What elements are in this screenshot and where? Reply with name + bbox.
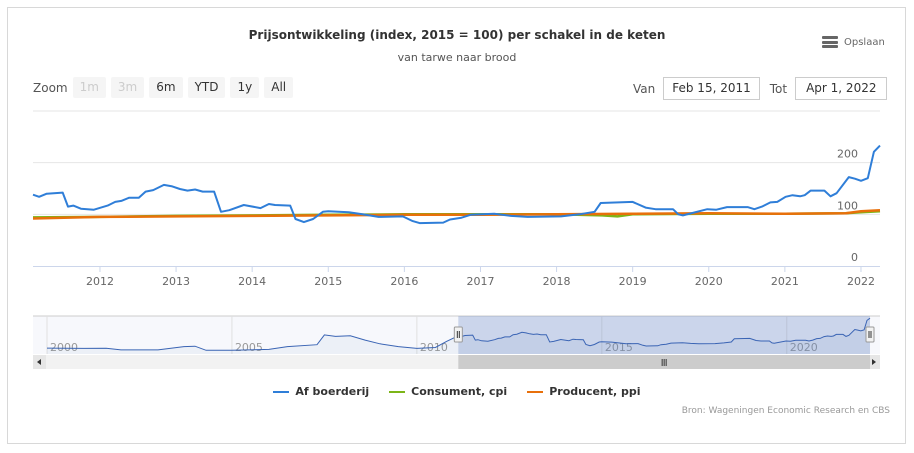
series-af-boerderij-line: [32, 144, 881, 225]
legend-label: Producent, ppi: [549, 385, 641, 398]
navigator-selected-mask: [458, 316, 870, 354]
y-tick-label: 200: [837, 148, 858, 161]
zoom-ytd-button[interactable]: YTD: [187, 77, 226, 98]
to-date-input[interactable]: Apr 1, 2022: [795, 77, 888, 100]
credits[interactable]: Bron: Wageningen Economic Research en CB…: [681, 406, 890, 416]
from-date-input[interactable]: Feb 15, 2011: [663, 77, 760, 100]
x-tick-label: 2022: [847, 275, 875, 288]
navigator-x-label: 2005: [235, 341, 263, 354]
legend-label: Af boerderij: [295, 385, 370, 398]
x-tick-label: 2018: [543, 275, 571, 288]
legend-symbol: [389, 390, 406, 393]
x-tick-label: 2013: [162, 275, 190, 288]
zoom-1m-button[interactable]: 1m: [72, 77, 106, 98]
legend-item-producent[interactable]: Producent, ppi: [527, 385, 641, 398]
chart-subtitle: van tarwe naar brood: [397, 51, 517, 64]
x-tick-label: 2015: [314, 275, 342, 288]
x-tick-label: 2014: [238, 275, 266, 288]
legend-item-consument[interactable]: Consument, cpi: [389, 385, 507, 398]
handle-body: [453, 326, 463, 343]
x-tick-label: 2021: [771, 275, 799, 288]
zoom-1y-button[interactable]: 1y: [230, 77, 260, 98]
navigator-series-line: [46, 317, 871, 351]
legend: Af boerderij Consument, cpi Producent, p…: [0, 385, 914, 398]
navigator-scrollbar[interactable]: [33, 355, 880, 369]
from-label: Van: [633, 81, 656, 96]
legend-symbol: [273, 390, 290, 393]
save-label: Opslaan: [844, 36, 885, 48]
legend-item-af-boerderij[interactable]: Af boerderij: [273, 385, 369, 398]
legend-symbol: [527, 390, 544, 393]
zoom-label: Zoom: [33, 80, 68, 95]
navigator-x-label: 2020: [790, 341, 818, 354]
y-tick-label: 100: [837, 199, 858, 212]
hamburger-menu-icon: [822, 36, 838, 48]
zoom-range-selector: Zoom 1m 3m 6m YTD 1y All: [33, 77, 298, 98]
arrow-right-icon: [872, 359, 876, 365]
legend-label: Consument, cpi: [411, 385, 508, 398]
x-tick-label: 2019: [619, 275, 647, 288]
x-tick-label: 2016: [390, 275, 418, 288]
series-producent-ppi-line: [32, 208, 881, 220]
navigator-right-handle[interactable]: [865, 326, 875, 343]
zoom-all-button[interactable]: All: [264, 77, 294, 98]
x-tick-label: 2012: [86, 275, 114, 288]
date-range-inputs: Van Feb 15, 2011 Tot Apr 1, 2022: [633, 77, 888, 100]
x-tick-label: 2020: [695, 275, 723, 288]
chart-title: Prijsontwikkeling (index, 2015 = 100) pe…: [248, 28, 666, 42]
navigator-left-handle[interactable]: [453, 326, 463, 343]
arrow-left-icon: [37, 359, 41, 365]
navigator-x-label: 2000: [50, 341, 78, 354]
zoom-6m-button[interactable]: 6m: [149, 77, 183, 98]
save-menu-button[interactable]: Opslaan: [822, 36, 885, 48]
x-tick-label: 2017: [466, 275, 494, 288]
chart-container: [7, 7, 906, 444]
y-tick-label: 0: [851, 251, 858, 264]
handle-body: [865, 326, 875, 343]
zoom-3m-button[interactable]: 3m: [110, 77, 145, 98]
to-label: Tot: [769, 81, 788, 96]
